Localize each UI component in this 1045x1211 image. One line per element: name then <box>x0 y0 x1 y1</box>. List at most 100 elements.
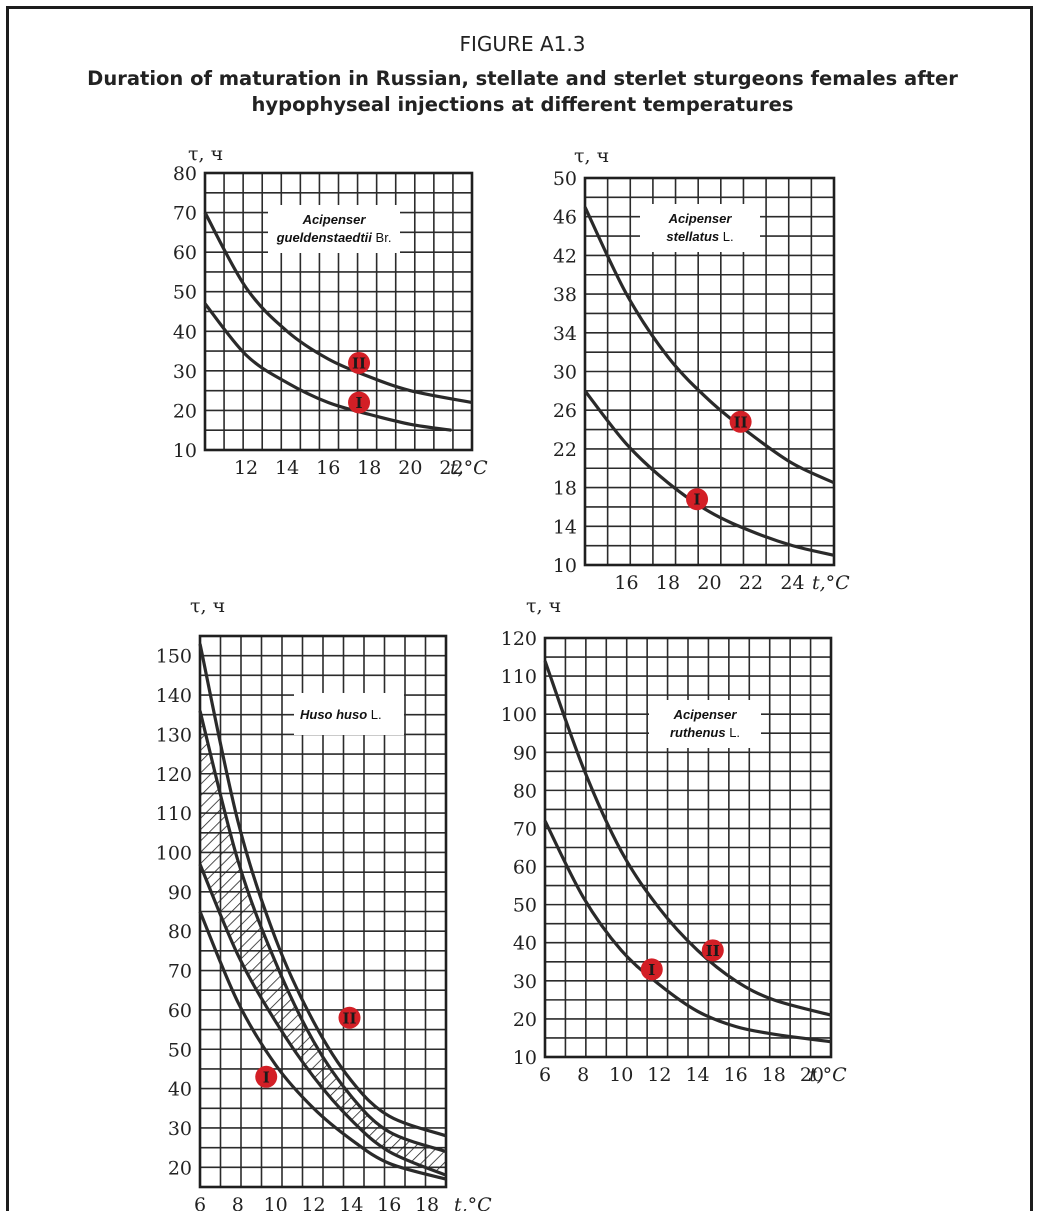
hatched-band <box>200 710 446 1176</box>
x-tick-label: 16 <box>316 457 340 479</box>
y-tick-label: 80 <box>513 780 537 802</box>
svg-text:II: II <box>706 942 720 960</box>
species-box <box>640 204 760 252</box>
y-tick-label: 80 <box>173 163 197 185</box>
chart-panel-1: Acipenser gueldenstaedtii Br. 10 20 30 40 50 60… <box>173 143 488 479</box>
y-tick-label: 70 <box>173 203 197 225</box>
y-tick-label: 20 <box>173 400 197 422</box>
y-tick-label: 42 <box>553 245 577 267</box>
x-tick-label: 18 <box>656 572 680 594</box>
marker-II: II <box>338 1006 361 1029</box>
x-tick-label: 14 <box>685 1064 709 1086</box>
y-tick-label: 10 <box>513 1047 537 1069</box>
marker-I: I <box>686 488 709 511</box>
x-tick-label: 6 <box>539 1064 551 1086</box>
series-line-2 <box>543 820 832 1044</box>
y-tick-label: 90 <box>168 882 192 904</box>
y-tick-label: 70 <box>168 961 192 983</box>
y-tick-label: 40 <box>173 321 197 343</box>
x-axis-label: t,°C <box>450 457 488 479</box>
y-axis-label: τ, ч <box>574 145 609 167</box>
y-tick-label: 40 <box>513 933 537 955</box>
svg-text:I: I <box>263 1068 270 1086</box>
series-line-1 <box>543 660 832 1017</box>
svg-text:I: I <box>694 491 701 509</box>
species-box <box>649 700 761 748</box>
marker-II: II <box>729 410 752 433</box>
x-axis-label: t,°C <box>812 572 850 594</box>
plot-border <box>583 176 836 567</box>
y-axis-label: τ, ч <box>188 143 223 165</box>
species-genus: Acipenser <box>668 211 733 226</box>
y-tick-label: 50 <box>513 895 537 917</box>
x-tick-label: 10 <box>264 1194 288 1211</box>
y-tick-label: 46 <box>553 207 577 229</box>
y-tick-label: 30 <box>168 1118 192 1140</box>
y-tick-label: 40 <box>168 1079 192 1101</box>
series-line-4 <box>198 910 447 1181</box>
marker-I: I <box>640 958 663 981</box>
figure-label: FIGURE A1.3 <box>459 32 586 56</box>
y-tick-label: 50 <box>173 282 197 304</box>
species-genus: Acipenser <box>302 212 367 227</box>
x-tick-label: 16 <box>377 1194 401 1211</box>
marker-II: II <box>348 351 371 374</box>
y-tick-label: 22 <box>553 439 577 461</box>
chart-panel-2: Acipenser stellatus L. 10 14 18 22 26 30 34 38 42 4… <box>553 145 850 594</box>
x-tick-label: 22 <box>739 572 763 594</box>
x-tick-label: 8 <box>232 1194 244 1211</box>
y-axis-label: τ, ч <box>526 595 561 617</box>
y-axis-label: τ, ч <box>190 595 225 617</box>
x-tick-label: 10 <box>609 1064 633 1086</box>
svg-text:II: II <box>352 354 366 372</box>
series-line-3 <box>198 863 447 1177</box>
x-tick-label: 20 <box>697 572 721 594</box>
x-tick-label: 14 <box>275 457 299 479</box>
species-epithet: stellatus L. <box>666 229 733 244</box>
x-tick-label: 12 <box>301 1194 325 1211</box>
x-tick-label: 8 <box>577 1064 589 1086</box>
y-tick-label: 90 <box>513 742 537 764</box>
y-tick-label: 18 <box>553 478 577 500</box>
chart-panel-4: Acipenser ruthenus L. 10 20 30 40 50 60 70 80 90 10… <box>501 595 847 1086</box>
y-tick-label: 14 <box>553 516 577 538</box>
y-tick-label: 110 <box>156 803 192 825</box>
x-tick-label: 16 <box>724 1064 748 1086</box>
y-tick-label: 60 <box>513 857 537 879</box>
series-line-2 <box>203 302 452 432</box>
marker-II: II <box>701 939 724 962</box>
svg-text:I: I <box>648 961 655 979</box>
x-tick-label: 14 <box>339 1194 363 1211</box>
x-tick-label: 20 <box>398 457 422 479</box>
marker-I: I <box>255 1065 278 1088</box>
y-tick-label: 140 <box>156 685 192 707</box>
y-tick-label: 100 <box>501 704 537 726</box>
x-tick-label: 12 <box>234 457 258 479</box>
x-tick-label: 22 <box>439 457 463 479</box>
y-tick-label: 60 <box>168 1000 192 1022</box>
x-tick-label: 18 <box>357 457 381 479</box>
x-tick-label: 12 <box>647 1064 671 1086</box>
marker-I: I <box>348 391 371 414</box>
y-tick-label: 30 <box>553 362 577 384</box>
species-box <box>294 693 404 735</box>
svg-text:II: II <box>734 413 748 431</box>
x-tick-label: 18 <box>415 1194 439 1211</box>
svg-text:II: II <box>342 1009 356 1027</box>
figure-frame <box>6 6 1033 1211</box>
x-tick-label: 16 <box>614 572 638 594</box>
series-line-1 <box>583 206 835 485</box>
y-tick-label: 20 <box>513 1009 537 1031</box>
y-tick-label: 130 <box>156 724 192 746</box>
x-tick-label: 6 <box>194 1194 206 1211</box>
series-line-1 <box>198 643 447 1138</box>
y-tick-label: 34 <box>553 323 577 345</box>
svg-text:I: I <box>356 394 363 412</box>
species-box <box>268 205 400 253</box>
x-tick-label: 18 <box>762 1064 786 1086</box>
grid <box>585 178 834 565</box>
species-epithet: gueldenstaedtii Br. <box>276 230 392 245</box>
y-tick-label: 50 <box>553 168 577 190</box>
y-tick-label: 120 <box>501 628 537 650</box>
